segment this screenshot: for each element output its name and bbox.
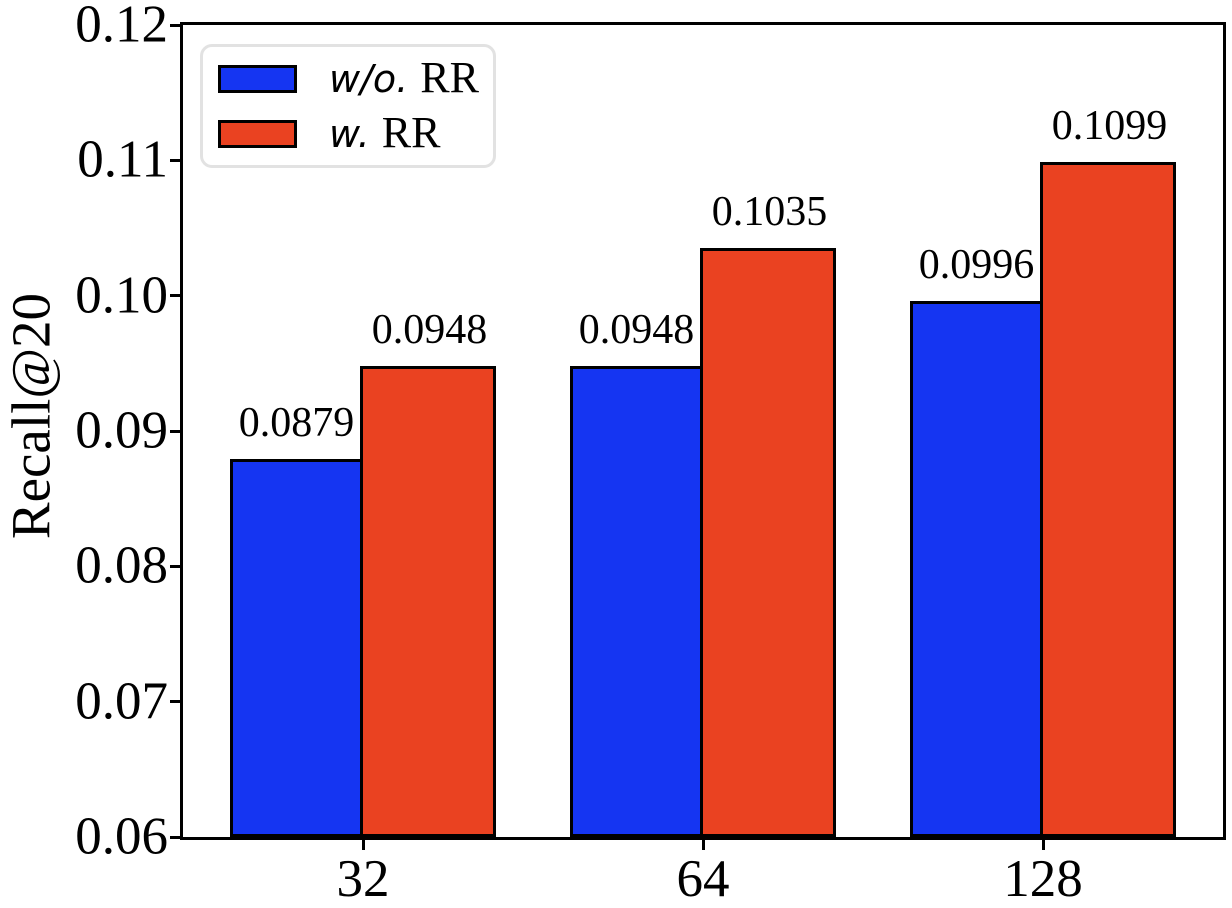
legend-label: w/o. RR xyxy=(329,53,479,102)
bar-wo-rr-128 xyxy=(910,301,1043,837)
y-tick-mark xyxy=(170,429,183,433)
bar-w-rr-64 xyxy=(700,248,836,837)
legend-swatch-w-rr xyxy=(218,119,297,148)
bar-wo-rr-64 xyxy=(570,366,703,837)
bar-w-rr-128 xyxy=(1040,161,1176,837)
bar-value-label: 0.0996 xyxy=(918,242,1035,289)
x-tick-label: 64 xyxy=(676,850,730,908)
y-tick-label: 0.08 xyxy=(75,536,168,595)
y-tick-label: 0.11 xyxy=(77,130,168,189)
x-tick-mark xyxy=(1041,837,1045,850)
bar-value-label: 0.1035 xyxy=(711,189,828,236)
y-tick-mark xyxy=(170,23,183,27)
x-tick-label: 128 xyxy=(1003,850,1083,908)
y-tick-mark xyxy=(170,564,183,568)
y-tick-mark xyxy=(170,158,183,162)
y-tick-label: 0.12 xyxy=(75,0,168,54)
legend: w/o. RR w. RR xyxy=(200,44,496,168)
legend-label-suffix: RR xyxy=(381,108,441,157)
bar-wo-rr-32 xyxy=(230,459,363,837)
y-tick-label: 0.10 xyxy=(75,266,168,325)
y-tick-mark xyxy=(170,294,183,298)
bar-w-rr-32 xyxy=(360,366,496,837)
y-tick-mark xyxy=(170,835,183,839)
x-tick-label: 32 xyxy=(336,850,390,908)
x-tick-mark xyxy=(361,837,365,850)
legend-label-suffix: RR xyxy=(420,53,479,102)
y-tick-label: 0.09 xyxy=(75,401,168,460)
legend-label: w. RR xyxy=(329,108,441,157)
legend-label-prefix: w/o. xyxy=(329,57,409,101)
y-tick-label: 0.07 xyxy=(75,672,168,731)
y-tick-mark xyxy=(170,700,183,704)
legend-swatch-wo-rr xyxy=(218,64,297,93)
legend-label-prefix: w. xyxy=(329,112,370,156)
legend-item-wo-rr: w/o. RR xyxy=(203,51,493,106)
bar-value-label: 0.0879 xyxy=(238,400,355,447)
legend-item-w-rr: w. RR xyxy=(203,106,493,161)
bar-value-label: 0.0948 xyxy=(578,307,695,354)
bar-value-label: 0.0948 xyxy=(371,307,488,354)
bar-value-label: 0.1099 xyxy=(1051,102,1168,149)
y-tick-label: 0.06 xyxy=(75,807,168,866)
y-axis-label: Recall@20 xyxy=(0,292,62,540)
x-tick-mark xyxy=(701,837,705,850)
